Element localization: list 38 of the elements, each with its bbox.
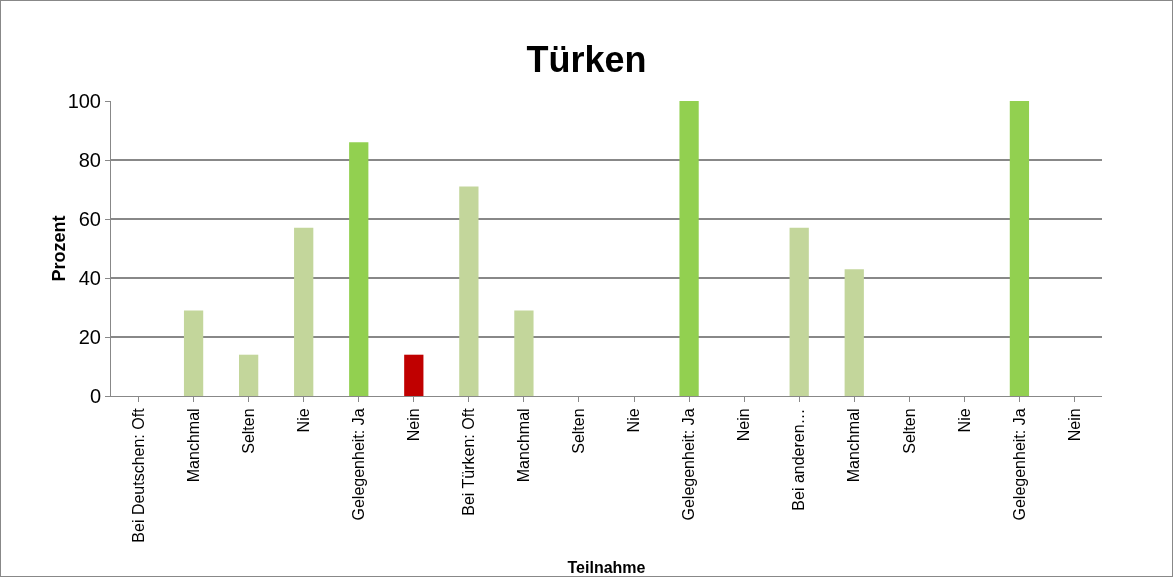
x-tick-label: Bei Türken: Oft (460, 407, 478, 516)
chart-title: Türken (526, 39, 647, 81)
bar (459, 186, 479, 396)
x-tick-label: Nie (294, 408, 312, 433)
x-tick-label: Nie (955, 408, 973, 433)
x-tick-label: Manchmal (184, 408, 202, 483)
bar (789, 227, 809, 396)
x-tick-label: Nein (405, 408, 423, 442)
x-tick-label: Bei anderen… (790, 408, 808, 511)
x-tick-label: Manchmal (515, 408, 533, 483)
x-tick-label: Nie (625, 408, 643, 433)
x-tick-label: Manchmal (845, 408, 863, 483)
y-axis-title: Prozent (49, 215, 69, 282)
y-tick-label: 0 (89, 385, 101, 407)
x-tick-label: Gelegenheit: Ja (1010, 408, 1028, 521)
y-tick-label: 20 (78, 326, 101, 348)
x-tick-label: Gelegenheit: Ja (349, 408, 367, 521)
bar (239, 354, 259, 396)
y-tick-label: 40 (78, 267, 101, 289)
bar (183, 310, 204, 396)
y-tick-label: 80 (78, 149, 101, 171)
y-tick-label: 100 (67, 90, 101, 112)
x-tick-label: Selten (570, 408, 588, 454)
x-tick-label: Bei Deutschen: Oft (129, 407, 147, 543)
bar (349, 142, 369, 396)
bar (844, 269, 864, 396)
x-tick-label: Selten (900, 408, 918, 454)
bar (1009, 101, 1030, 396)
x-tick-label: Nein (1065, 408, 1083, 442)
x-tick-label: Gelegenheit: Ja (680, 408, 698, 521)
bar (679, 101, 699, 396)
x-tick-label: Selten (239, 408, 257, 454)
bar (514, 310, 534, 396)
y-tick-label: 60 (78, 208, 101, 230)
x-axis-title: Teilnahme (567, 559, 646, 576)
x-tick-label: Nein (735, 408, 753, 442)
bar (404, 354, 424, 396)
bar (294, 227, 314, 396)
